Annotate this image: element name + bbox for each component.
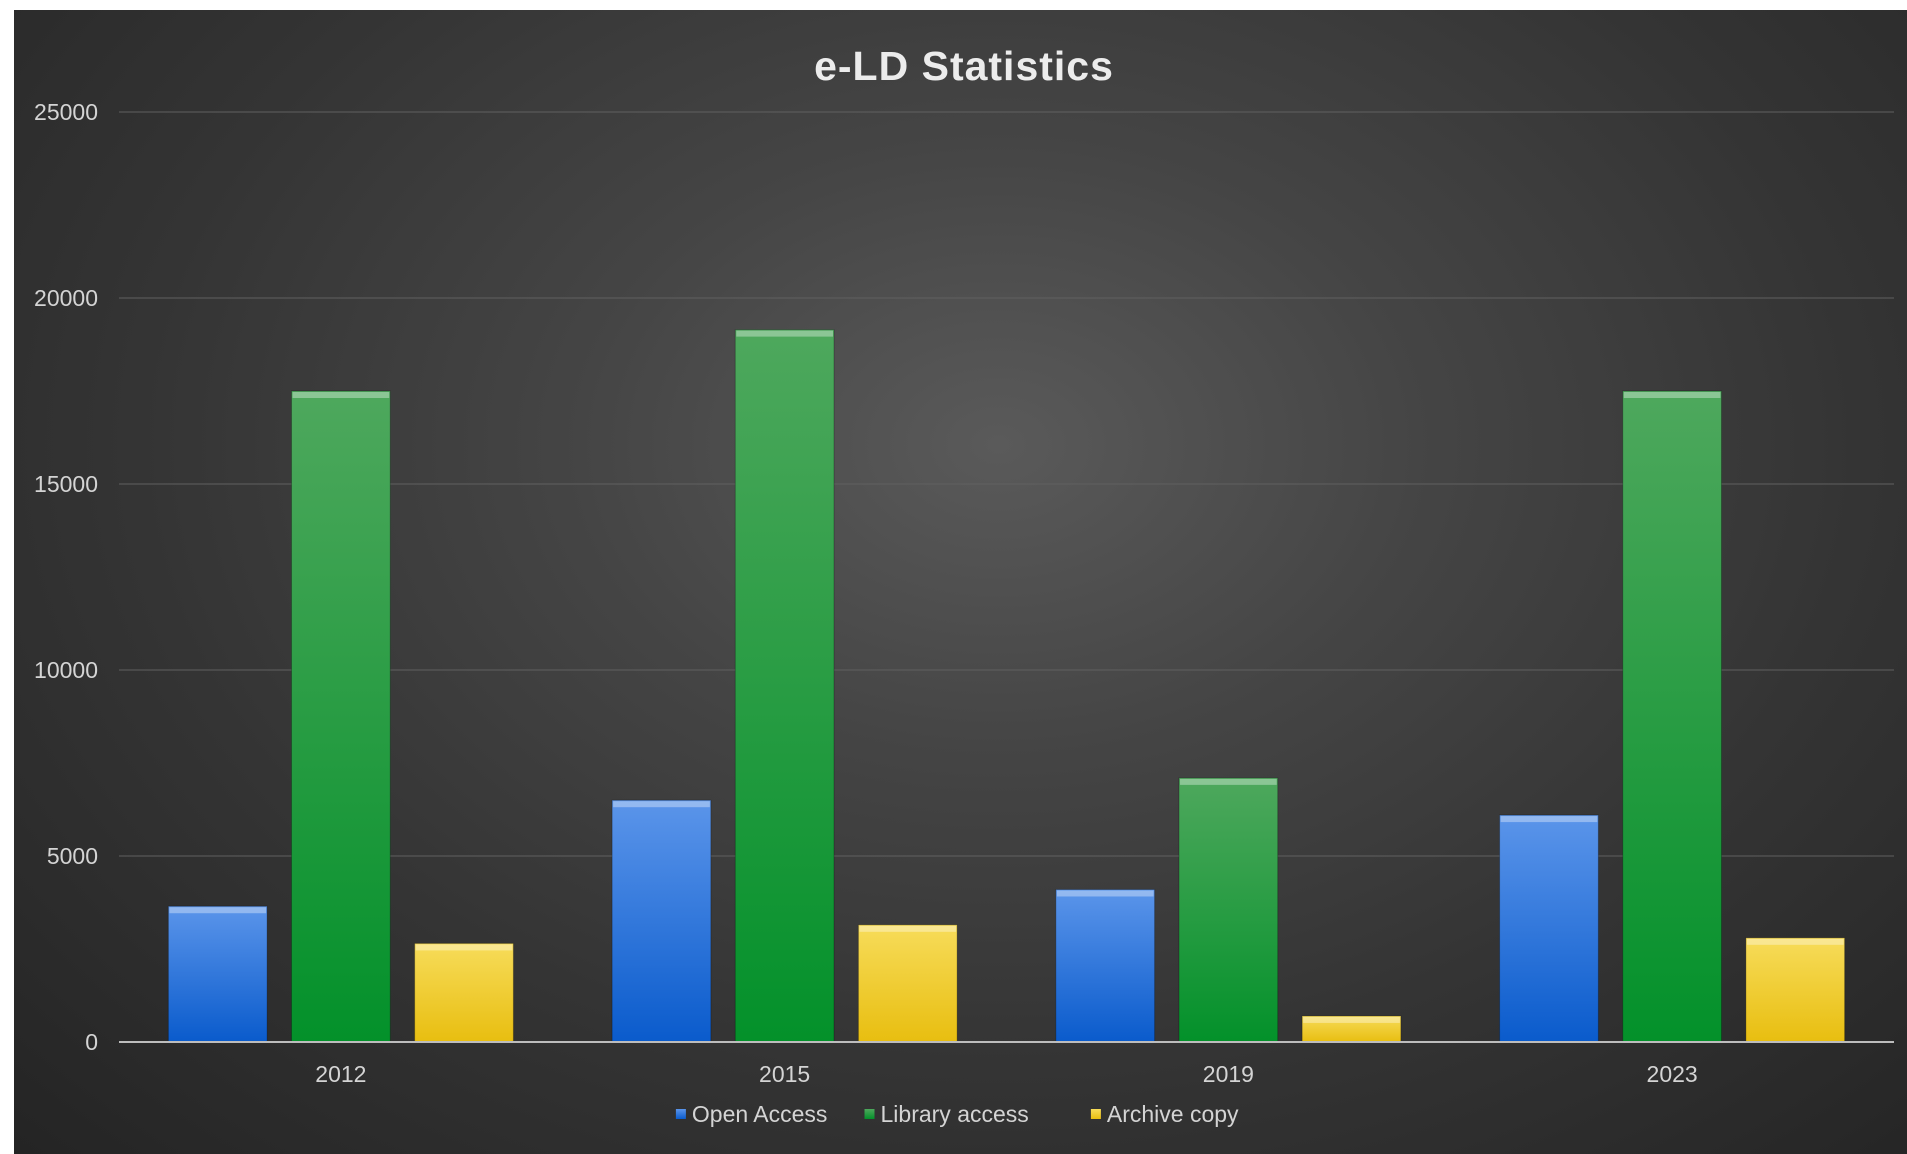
- bar-highlight: [859, 925, 957, 932]
- bar: [1055, 888, 1156, 1043]
- bar-body: [1178, 777, 1279, 1043]
- bar-body: [1745, 937, 1846, 1043]
- legend-swatch: [1090, 1109, 1101, 1119]
- bar-highlight: [613, 801, 710, 808]
- bar: [414, 942, 514, 1043]
- y-axis: 0 5000 10000 15000 20000 25000: [34, 99, 98, 1055]
- y-tick-label: 10000: [34, 657, 98, 683]
- chart-frame: 2012 2015 2019 2023 0 5000 10000 15000 20000 250…: [14, 10, 1907, 1154]
- y-tick-label: 25000: [34, 99, 98, 125]
- bar-body: [167, 905, 268, 1043]
- bar: [167, 905, 268, 1043]
- bar-highlight: [1056, 890, 1154, 897]
- chart-title: e-LD Statistics: [814, 43, 1114, 89]
- bar-body: [1055, 888, 1156, 1043]
- y-tick-label: 15000: [34, 471, 98, 497]
- bar-highlight: [169, 907, 267, 914]
- bar: [1178, 777, 1279, 1043]
- bar-body: [291, 390, 391, 1043]
- x-tick-label: 2023: [1647, 1061, 1698, 1087]
- bar: [611, 799, 712, 1043]
- legend: Open Access Library access Archive copy: [675, 1101, 1239, 1127]
- bar-body: [1301, 1015, 1402, 1043]
- bars: [167, 329, 1846, 1043]
- bar-highlight: [1623, 392, 1721, 398]
- bar: [291, 390, 391, 1043]
- legend-swatch: [864, 1109, 875, 1119]
- bar-highlight: [415, 944, 513, 951]
- x-tick-label: 2012: [315, 1061, 366, 1087]
- x-tick-label: 2019: [1203, 1061, 1254, 1087]
- bar: [1301, 1015, 1402, 1043]
- legend-item: Library access: [864, 1101, 1029, 1127]
- y-tick-label: 0: [85, 1029, 98, 1055]
- bar-body: [1499, 814, 1599, 1043]
- legend-label: Open Access: [692, 1101, 828, 1127]
- y-tick-label: 5000: [47, 843, 98, 869]
- bar-body: [1622, 390, 1722, 1043]
- bar-highlight: [1303, 1016, 1400, 1023]
- legend-item: Open Access: [675, 1101, 828, 1127]
- bar-highlight: [736, 330, 833, 337]
- bar-highlight: [1500, 816, 1598, 823]
- x-axis: 2012 2015 2019 2023: [119, 1041, 1894, 1087]
- bar-body: [611, 799, 712, 1043]
- bar-body: [734, 329, 835, 1043]
- bar-body: [857, 924, 958, 1043]
- bar: [1622, 390, 1722, 1043]
- y-tick-label: 20000: [34, 285, 98, 311]
- chart-svg: 2012 2015 2019 2023 0 5000 10000 15000 20000 250…: [34, 43, 1894, 1127]
- legend-item: Archive copy: [1090, 1101, 1239, 1127]
- legend-swatch: [675, 1109, 686, 1119]
- legend-label: Library access: [881, 1101, 1029, 1127]
- bar: [1499, 814, 1599, 1043]
- bar: [1745, 937, 1846, 1043]
- bar: [857, 924, 958, 1043]
- legend-label: Archive copy: [1107, 1101, 1239, 1127]
- bar-highlight: [292, 392, 390, 398]
- bar-body: [414, 942, 514, 1043]
- bar-highlight: [1180, 778, 1277, 785]
- bar-highlight: [1746, 938, 1844, 945]
- bar: [734, 329, 835, 1043]
- x-tick-label: 2015: [759, 1061, 810, 1087]
